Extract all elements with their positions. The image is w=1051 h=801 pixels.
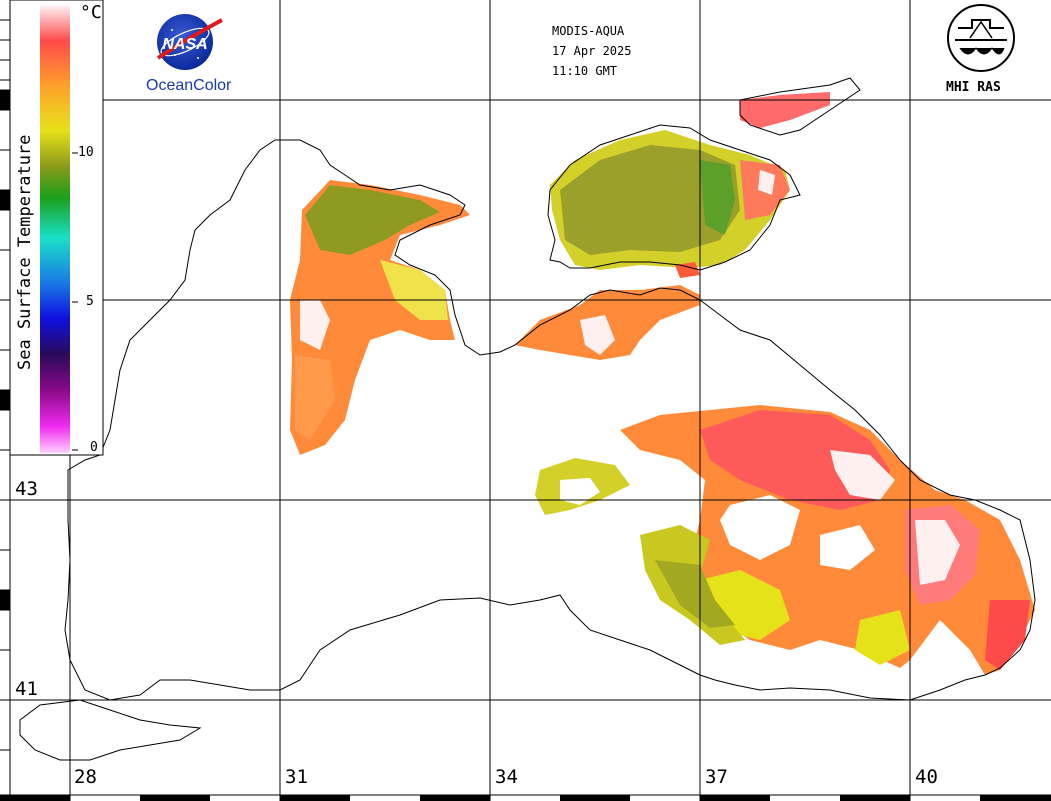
sensor-label: MODIS-AQUA <box>552 24 625 38</box>
sst-data-west <box>290 180 470 455</box>
legend-ticks <box>72 152 78 451</box>
temperature-legend <box>9 0 104 456</box>
lat-label-41: 41 <box>15 678 38 700</box>
bottom-ruler <box>0 794 1051 801</box>
sst-data-azov <box>550 92 830 278</box>
lon-label-28: 28 <box>74 766 97 788</box>
nasa-logo-text: NASA <box>162 36 207 53</box>
time-label: 11:10 GMT <box>552 64 618 78</box>
legend-tick-0: 0 <box>90 440 98 455</box>
lat-label-43: 43 <box>15 478 38 500</box>
oceancolor-label: OceanColor <box>146 77 232 94</box>
legend-tick-5: 5 <box>86 294 94 309</box>
lon-label-34: 34 <box>495 766 518 788</box>
legend-tick-10: 10 <box>78 145 94 160</box>
mhi-ras-logo <box>947 4 1015 72</box>
legend-unit: °C <box>80 2 102 23</box>
date-label: 17 Apr 2025 <box>552 44 632 58</box>
legend-title: Sea Surface Temperature <box>15 134 35 370</box>
lat-lon-grid <box>10 0 1051 801</box>
mhi-ras-label: MHI RAS <box>946 80 1001 95</box>
left-ruler <box>0 0 11 801</box>
lon-label-37: 37 <box>705 766 728 788</box>
lon-label-40: 40 <box>915 766 938 788</box>
coastline <box>19 77 1036 761</box>
nasa-logo: NASA <box>156 14 223 70</box>
sst-data-crimea-south <box>515 285 700 360</box>
legend-colorbar <box>40 5 70 453</box>
lon-label-31: 31 <box>285 766 308 788</box>
sst-data-central <box>535 458 745 645</box>
